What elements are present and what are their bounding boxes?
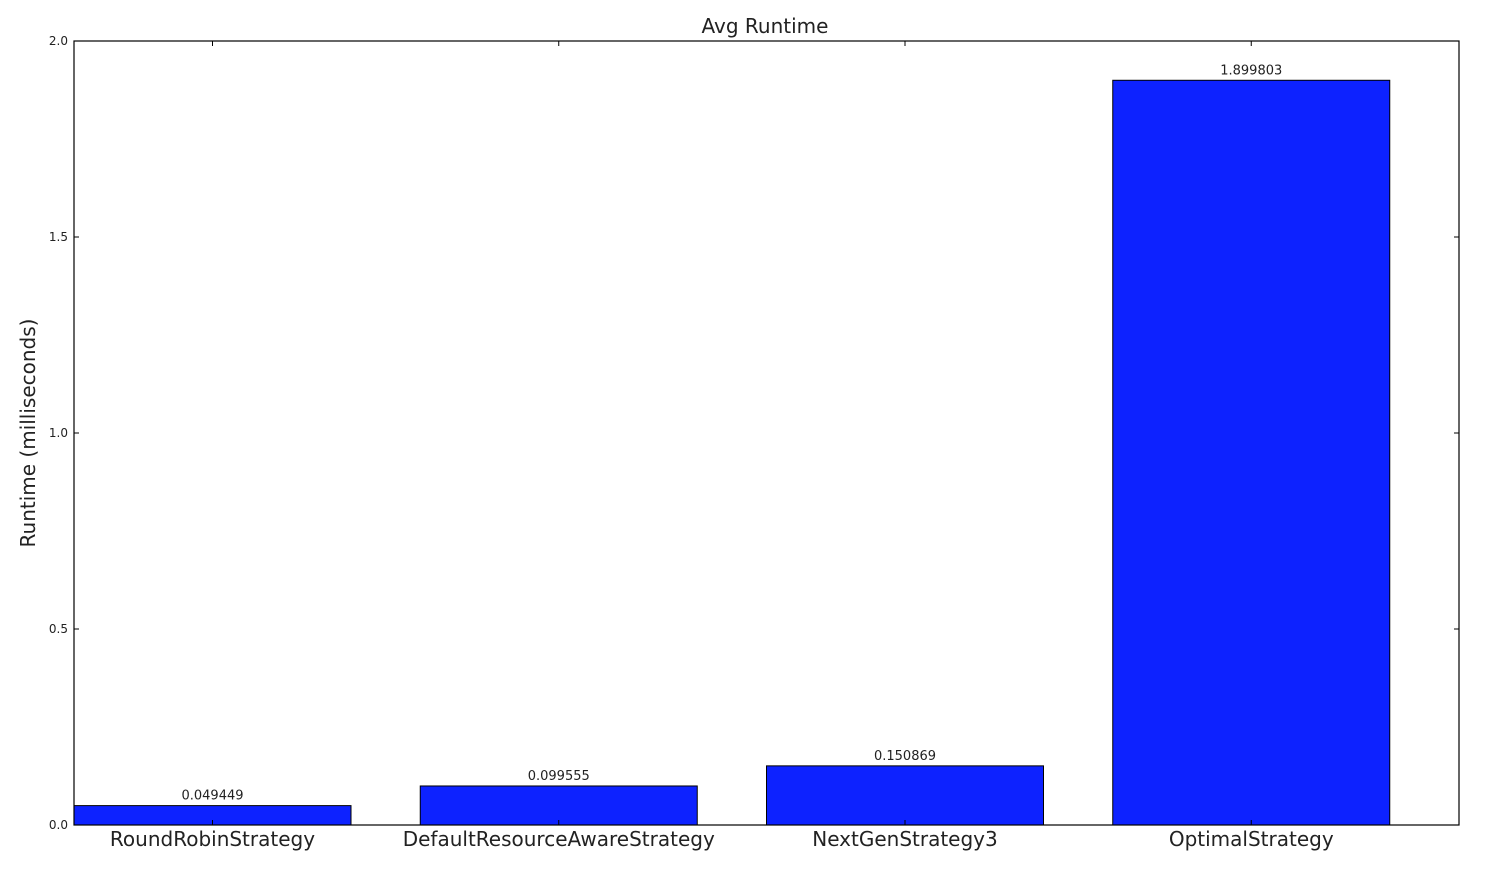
bar-value-label: 0.150869 [874, 749, 936, 764]
bar [419, 785, 698, 826]
y-tick-label: 0.5 [49, 622, 68, 636]
x-tick-label: DefaultResourceAwareStrategy [403, 827, 715, 851]
y-tick-label: 1.0 [49, 426, 68, 440]
y-axis-label: Runtime (milliseconds) [16, 319, 40, 548]
chart-title: Avg Runtime [702, 14, 829, 38]
bar [1112, 79, 1391, 826]
y-tick-label: 1.5 [49, 230, 68, 244]
bar-value-label: 1.899803 [1220, 63, 1282, 78]
plot-frame [73, 40, 1460, 826]
bar-value-label: 0.049449 [181, 789, 243, 804]
x-tick-label: RoundRobinStrategy [110, 827, 315, 851]
y-tick-label: 0.0 [49, 818, 68, 832]
x-tick-label: NextGenStrategy3 [812, 827, 998, 851]
bar [766, 765, 1044, 826]
x-tick-label: OptimalStrategy [1169, 827, 1334, 851]
bar-value-label: 0.099555 [528, 769, 590, 784]
y-tick-label: 2.0 [49, 34, 68, 48]
